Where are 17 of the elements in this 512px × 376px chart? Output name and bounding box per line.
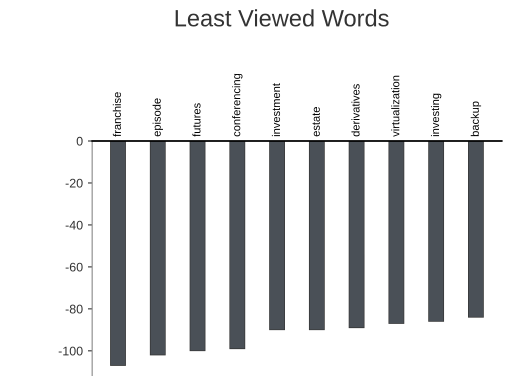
x-tick-label: derivatives [351,84,360,136]
y-tick-label: 0 [76,136,83,146]
x-tick-label: episode [152,98,163,136]
x-tick-label: virtualization [391,76,400,137]
x-tick-label: futures [192,103,201,137]
y-tick-label: -20 [66,178,83,188]
chart-title: Least Viewed Words [176,9,389,27]
y-tick-label: -40 [66,220,83,230]
y-tick-label: -100 [58,346,83,356]
x-tick-label: estate [312,107,320,136]
x-tick-label: conferencing [232,74,242,136]
y-tick-label: -60 [66,262,83,272]
x-tick-label: franchise [112,92,121,137]
x-tick-label: investment [272,83,280,136]
y-tick-label: -80 [66,304,83,314]
x-tick-label: backup [470,101,482,136]
x-tick-label: investing [430,94,442,136]
